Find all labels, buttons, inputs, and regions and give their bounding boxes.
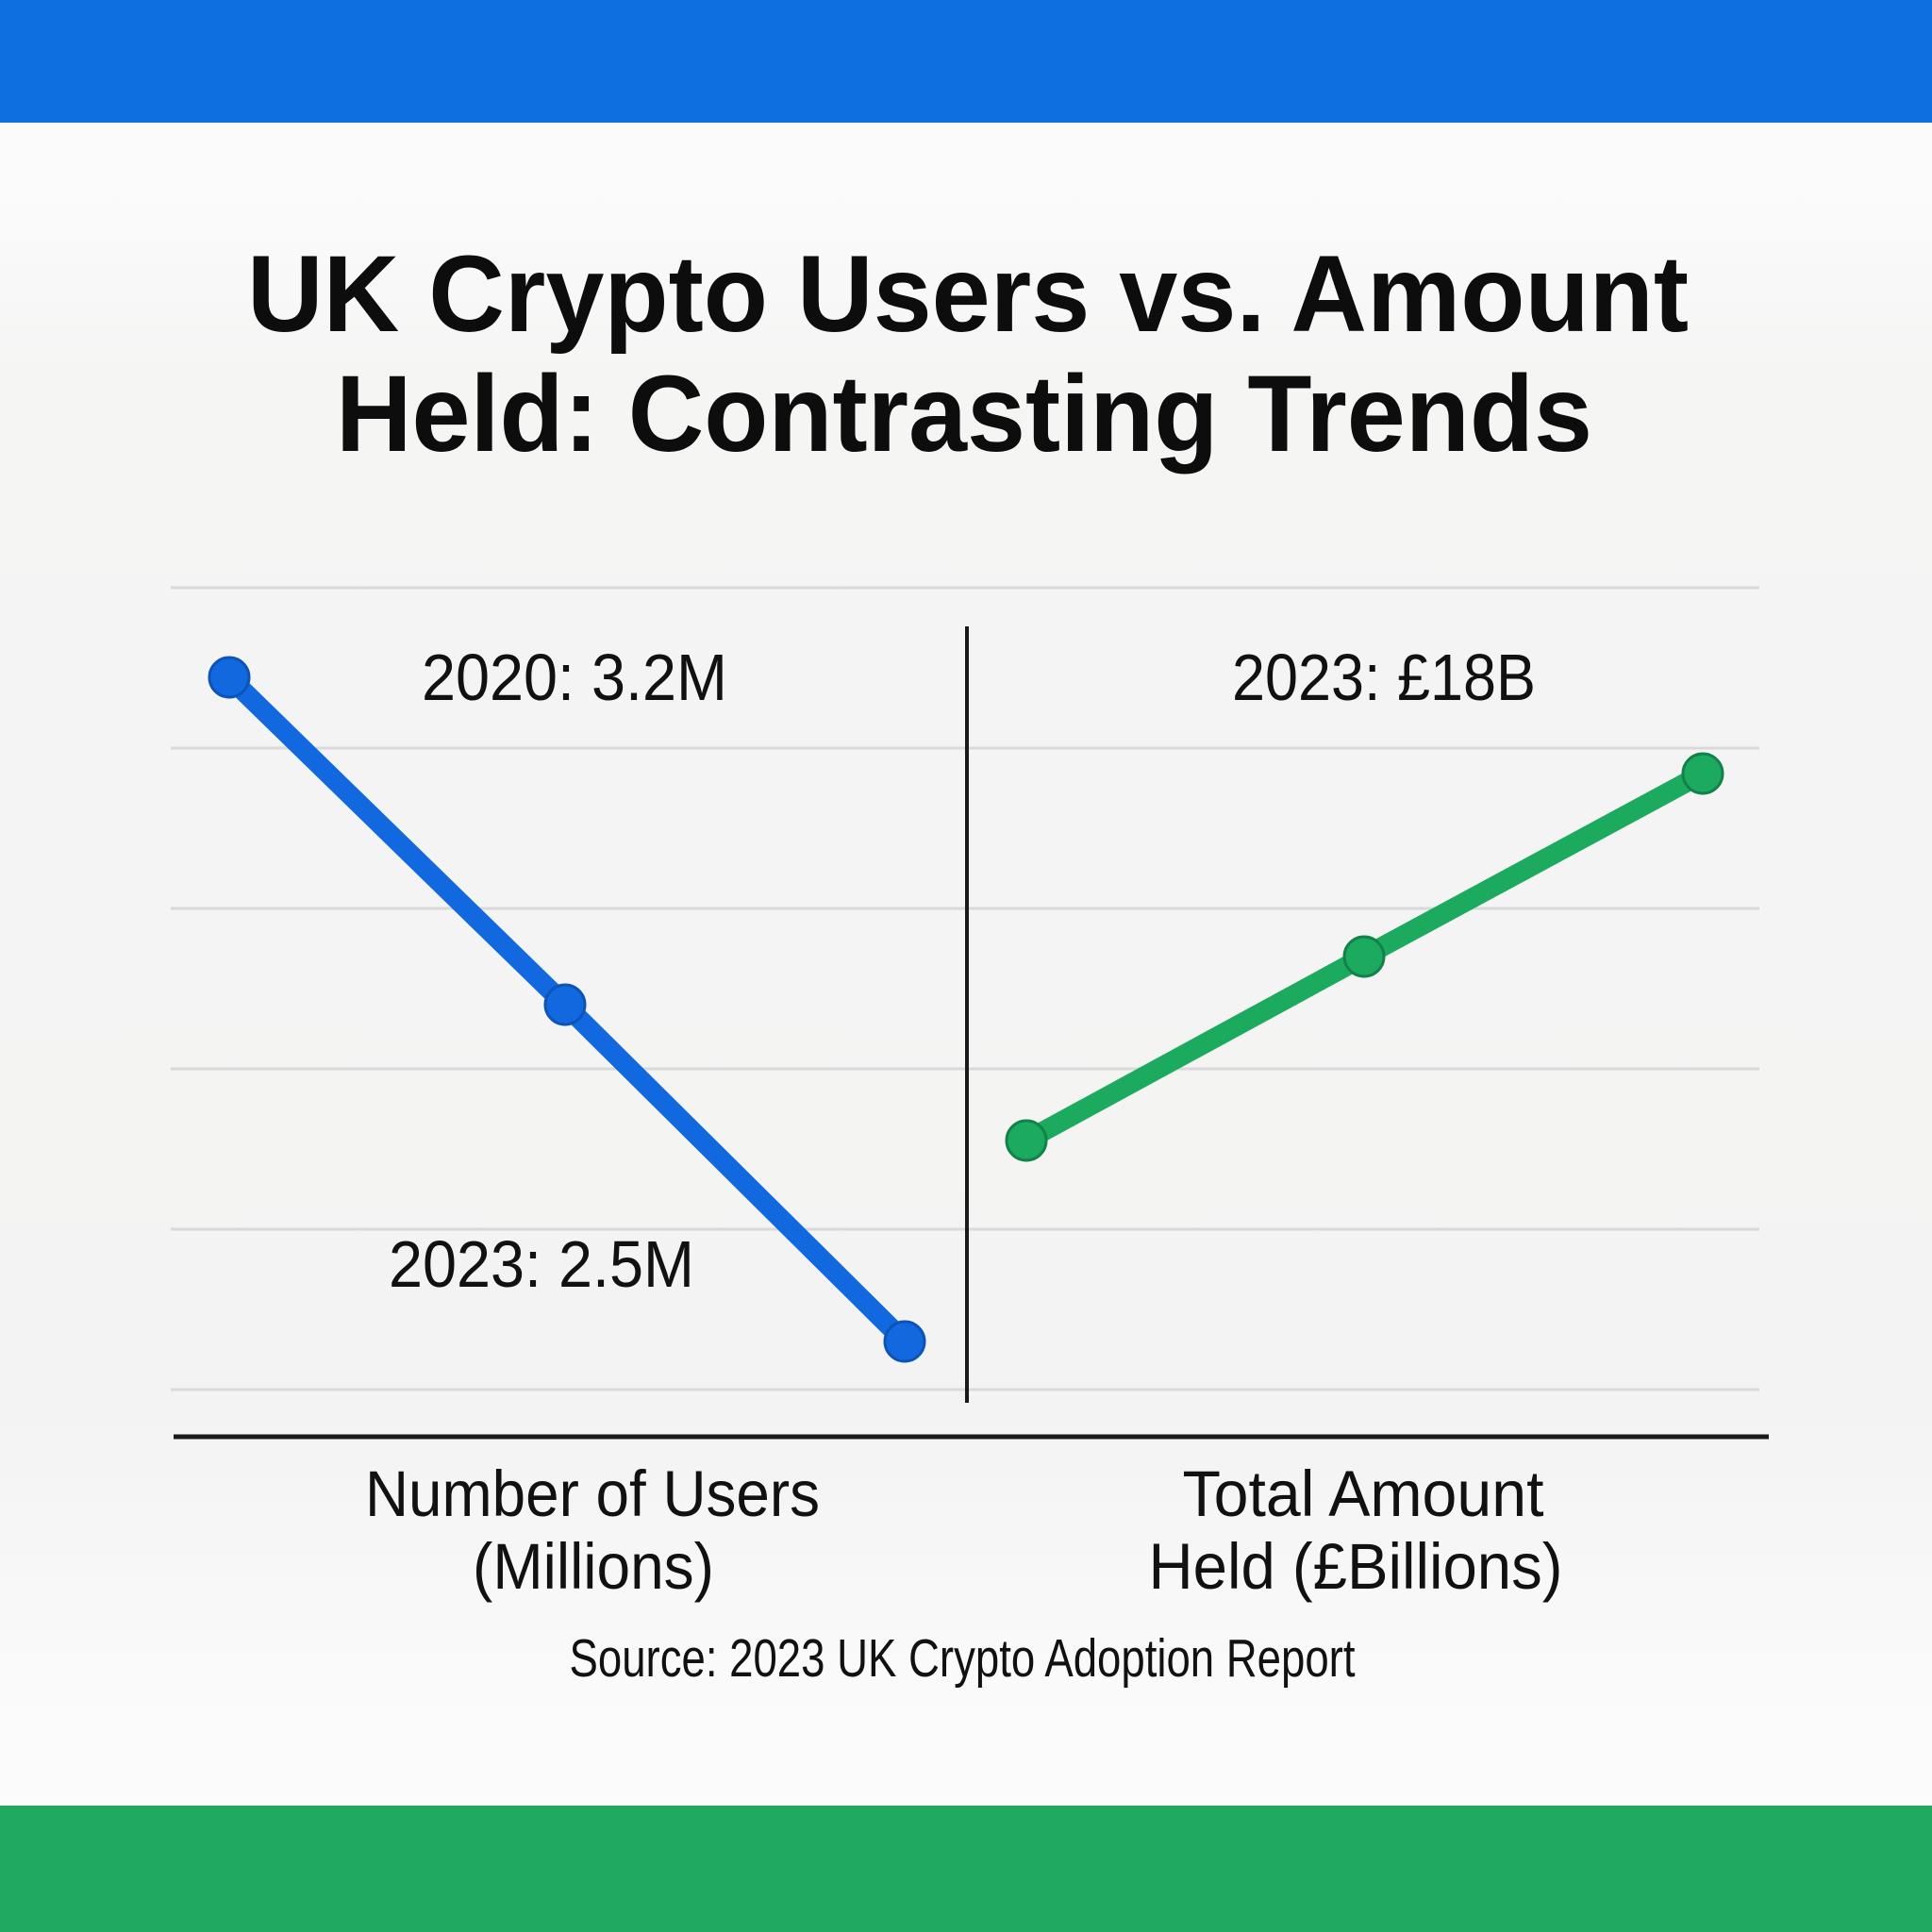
svg-text:2020: 3.2M: 2020: 3.2M — [422, 641, 727, 714]
svg-text:2023: 2.5M: 2023: 2.5M — [389, 1227, 694, 1301]
svg-text:Source: 2023 UK Crypto Adoptio: Source: 2023 UK Crypto Adoption Report — [570, 1628, 1356, 1689]
svg-text:Held: Contrasting Trends: Held: Contrasting Trends — [336, 354, 1592, 475]
svg-text:Held (£Billions): Held (£Billions) — [1149, 1530, 1563, 1603]
svg-text:Number of Users: Number of Users — [365, 1457, 820, 1530]
svg-text:(Millions): (Millions) — [473, 1530, 714, 1603]
svg-text:Total Amount: Total Amount — [1183, 1457, 1544, 1530]
svg-text:UK Crypto Users vs. Amount: UK Crypto Users vs. Amount — [247, 234, 1689, 355]
svg-text:2023: £18B: 2023: £18B — [1232, 641, 1536, 714]
